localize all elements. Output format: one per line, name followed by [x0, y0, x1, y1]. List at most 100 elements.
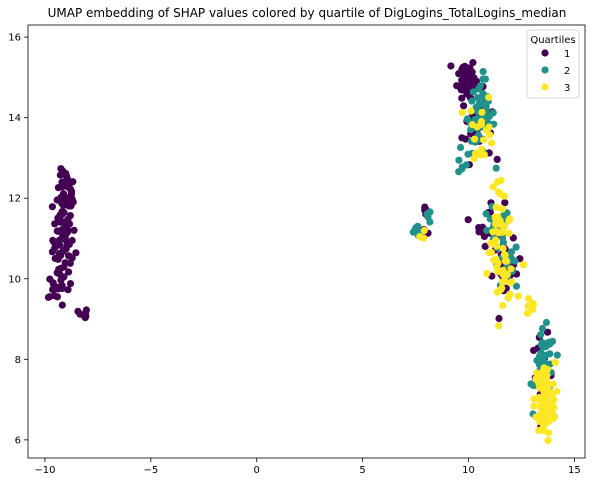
legend-marker-1: [541, 49, 549, 57]
y-tick-label: 8: [15, 355, 21, 366]
scatter-point-q3: [458, 109, 466, 117]
scatter-point-q1: [57, 165, 65, 173]
scatter-point-q2: [540, 353, 548, 361]
scatter-point-q3: [533, 376, 541, 384]
scatter-point-q1: [509, 234, 517, 242]
scatter-point-q3: [485, 93, 493, 101]
scatter-point-q1: [76, 310, 84, 318]
scatter-point-q3: [544, 429, 553, 437]
scatter-point-q3: [530, 395, 538, 403]
scatter-point-q1: [493, 155, 501, 163]
scatter-point-q2: [511, 257, 519, 265]
scatter-point-q1: [46, 275, 54, 283]
scatter-point-q1: [475, 224, 483, 232]
scatter-point-q1: [65, 240, 73, 248]
scatter-point-q2: [426, 218, 434, 226]
scatter-point-q1: [59, 247, 67, 255]
scatter-point-q1: [58, 301, 66, 309]
scatter-point-q3: [551, 358, 559, 366]
scatter-point-q1: [66, 280, 75, 288]
plot-frame: [27, 24, 586, 459]
scatter-point-q1: [57, 193, 65, 201]
scatter-point-q1: [51, 220, 59, 228]
scatter-point-q3: [494, 188, 503, 196]
legend-marker-3: [541, 83, 549, 91]
scatter-point-q3: [543, 408, 551, 416]
scatter-point-q1: [82, 306, 90, 314]
scatter-point-q1: [495, 314, 503, 323]
scatter-point-q3: [507, 278, 516, 286]
scatter-point-q3: [499, 266, 507, 274]
scatter-point-q3: [477, 117, 486, 126]
scatter-point-q1: [66, 259, 74, 267]
scatter-point-q2: [426, 208, 434, 216]
scatter-point-q3: [504, 294, 512, 302]
scatter-point-q1: [72, 249, 80, 257]
scatter-point-q3: [483, 270, 491, 278]
scatter-point-q1: [464, 216, 472, 224]
scatter-point-q2: [478, 93, 486, 101]
scatter-point-q3: [491, 214, 499, 222]
x-tick-label: 10: [462, 465, 475, 476]
scatter-point-q3: [499, 301, 507, 310]
scatter-point-q1: [67, 178, 75, 187]
scatter-point-q1: [65, 268, 73, 276]
x-axis: −10 −5 0 5 10 15: [34, 458, 581, 476]
scatter-point-q2: [473, 103, 481, 112]
scatter-point-q1: [469, 59, 477, 67]
scatter-point-q2: [546, 350, 554, 358]
scatter-point-q3: [505, 229, 513, 237]
scatter-point-q1: [81, 314, 89, 322]
scatter-point-q1: [54, 283, 62, 291]
scatter-point-q2: [475, 85, 483, 93]
scatter-point-q3: [487, 239, 495, 247]
legend-title: Quartiles: [530, 35, 575, 46]
scatter-point-q1: [544, 328, 552, 336]
scatter-point-q3: [497, 176, 505, 185]
scatter-point-q3: [549, 380, 557, 388]
scatter-point-q3: [489, 183, 497, 191]
scatter-point-q1: [463, 64, 472, 72]
scatter-point-q3: [501, 222, 509, 230]
scatter-point-q1: [56, 214, 64, 222]
scatter-point-q3: [539, 423, 548, 431]
scatter-point-q3: [493, 288, 501, 296]
scatter-point-q3: [507, 265, 515, 273]
scatter-point-q1: [68, 195, 76, 203]
scatter-point-q3: [501, 251, 509, 260]
scatter-point-q3: [492, 227, 500, 235]
scatter-point-q3: [420, 226, 428, 234]
scatter-point-q2: [483, 226, 491, 234]
scatter-point-q3: [487, 248, 495, 256]
scatter-point-q2: [462, 161, 470, 169]
scatter-point-q1: [70, 226, 78, 234]
scatter-point-q1: [61, 228, 70, 236]
scatter-point-q3: [535, 393, 544, 401]
scatter-point-q2: [492, 164, 500, 172]
scatter-point-q2: [507, 248, 515, 256]
x-tick-label: −5: [143, 465, 158, 476]
legend: Quartiles 1 2 3: [526, 29, 580, 99]
scatter-point-q2: [482, 210, 490, 218]
scatter-point-q2: [542, 318, 551, 327]
scatter-point-q3: [538, 382, 546, 390]
scatter-point-q1: [481, 242, 489, 250]
y-tick-label: 12: [8, 194, 21, 205]
scatter-point-q2: [553, 351, 561, 359]
scatter-point-q2: [455, 156, 463, 164]
scatter-point-q3: [506, 215, 514, 223]
scatter-point-q1: [62, 172, 71, 180]
scatter-point-q1: [55, 265, 63, 273]
scatter-point-q3: [494, 267, 502, 275]
x-tick-label: −10: [34, 465, 55, 476]
scatter-point-q3: [492, 203, 500, 211]
scatter-point-q3: [416, 232, 424, 241]
scatter-point-q3: [478, 145, 486, 153]
scatter-point-q3: [500, 192, 508, 200]
scatter-point-q3: [499, 228, 507, 236]
scatter-point-q1: [458, 94, 466, 102]
scatter-point-q3: [498, 205, 507, 213]
y-tick-label: 14: [8, 113, 21, 124]
scatter-point-q1: [461, 86, 469, 94]
